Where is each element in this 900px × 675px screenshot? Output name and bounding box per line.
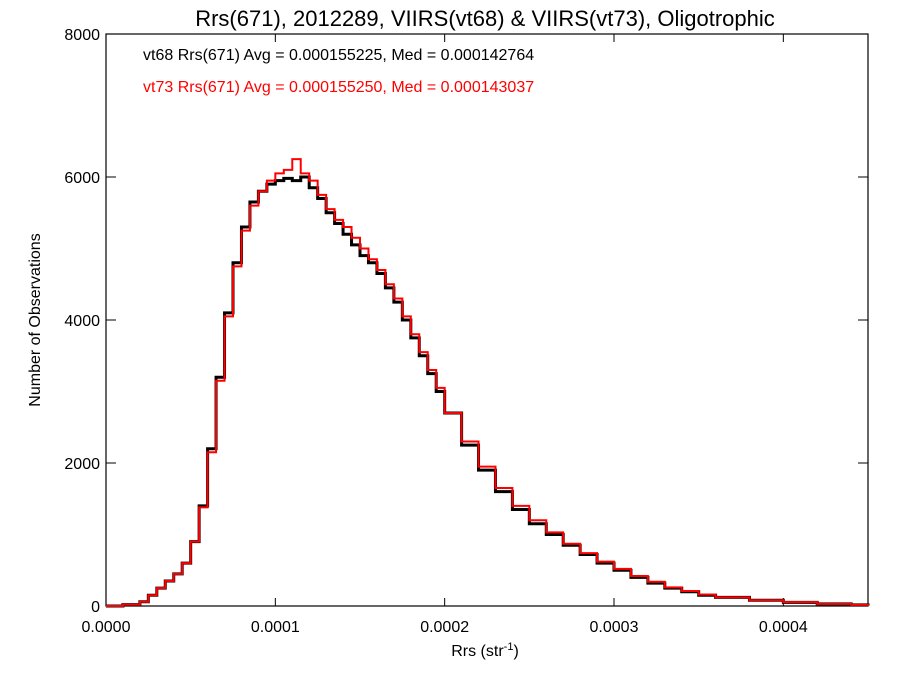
x-axis-label-superscript: -1: [504, 641, 514, 653]
x-axis: 0.0000 0.0001 0.0002 0.0003 0.0004: [82, 34, 808, 636]
x-tick-label: 0.0004: [759, 619, 808, 636]
y-tick-label: 8000: [64, 27, 100, 44]
x-tick-label: 0.0001: [251, 619, 300, 636]
y-tick-label: 0: [91, 599, 100, 616]
y-axis-label: Number of Observations: [27, 233, 44, 406]
x-axis-label: Rrs (str-1): [451, 641, 519, 660]
legend-entry-vt68: vt68 Rrs(671) Avg = 0.000155225, Med = 0…: [143, 47, 534, 64]
x-axis-label-text: Rrs (str: [451, 643, 504, 660]
series-vt73-line: [106, 158, 869, 607]
series-layer: [106, 158, 870, 608]
x-tick-label: 0.0000: [82, 619, 131, 636]
y-tick-label: 2000: [64, 456, 100, 473]
x-tick-label: 0.0002: [420, 619, 469, 636]
x-axis-label-end: ): [513, 643, 518, 660]
plot-area-frame: [105, 33, 869, 607]
x-tick-label: 0.0003: [590, 619, 639, 636]
y-tick-label: 6000: [64, 170, 100, 187]
legend-entry-vt73: vt73 Rrs(671) Avg = 0.000155250, Med = 0…: [143, 79, 534, 96]
y-axis: 0 2000 4000 6000 8000: [64, 27, 868, 616]
y-tick-label: 4000: [64, 313, 100, 330]
chart-title: Rrs(671), 2012289, VIIRS(vt68) & VIIRS(v…: [195, 6, 775, 31]
series-vt68-line: [106, 175, 870, 608]
